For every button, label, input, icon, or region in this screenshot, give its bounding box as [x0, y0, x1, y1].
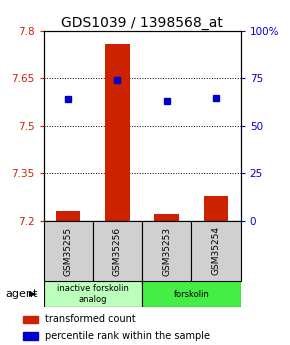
Title: GDS1039 / 1398568_at: GDS1039 / 1398568_at — [61, 16, 223, 30]
Bar — [155, 215, 179, 221]
Bar — [44, 281, 142, 307]
Bar — [44, 221, 93, 281]
Text: GSM35254: GSM35254 — [211, 226, 221, 276]
Text: forskolin: forskolin — [173, 289, 209, 299]
Text: agent: agent — [6, 289, 38, 299]
Text: GSM35255: GSM35255 — [64, 226, 73, 276]
Bar — [142, 221, 191, 281]
Text: inactive forskolin
analog: inactive forskolin analog — [57, 284, 129, 304]
Bar — [142, 281, 241, 307]
Bar — [93, 221, 142, 281]
Bar — [56, 211, 81, 221]
Text: GSM35256: GSM35256 — [113, 226, 122, 276]
Text: transformed count: transformed count — [45, 315, 135, 324]
Bar — [105, 44, 130, 221]
Text: GSM35253: GSM35253 — [162, 226, 171, 276]
Text: ►: ► — [29, 289, 37, 299]
Text: percentile rank within the sample: percentile rank within the sample — [45, 331, 210, 341]
Bar — [191, 221, 241, 281]
Bar — [204, 196, 229, 221]
Bar — [23, 316, 38, 323]
Bar — [23, 332, 38, 340]
